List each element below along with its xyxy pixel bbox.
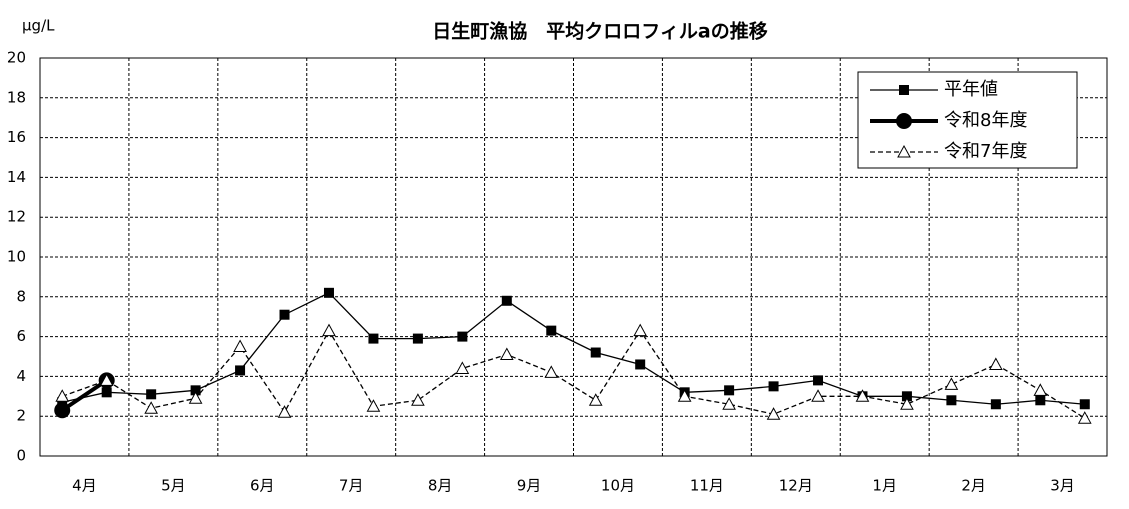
point [811, 389, 825, 402]
point [1077, 411, 1092, 424]
plot-frame [39, 57, 1108, 457]
y-tick-label: 14 [7, 168, 26, 186]
x-tick-label: 12月 [779, 477, 813, 495]
point [900, 397, 914, 410]
y-tick-label: 10 [7, 248, 26, 266]
x-tick-label: 1月 [872, 477, 897, 495]
series-line [61, 378, 108, 412]
point [1079, 399, 1090, 410]
x-tick-label: 7月 [339, 477, 364, 495]
point [766, 407, 781, 420]
point [322, 323, 336, 337]
point [457, 331, 468, 342]
y-tick-label: 4 [16, 367, 26, 385]
point [144, 401, 158, 414]
point [501, 295, 512, 306]
point [635, 359, 646, 370]
point [54, 402, 71, 419]
y-tick-label: 6 [16, 327, 26, 345]
point [188, 391, 203, 404]
point [901, 391, 912, 402]
x-tick-label: 5月 [161, 477, 186, 495]
point [279, 309, 290, 320]
point [190, 385, 201, 396]
point [944, 377, 959, 390]
y-tick-label: 16 [7, 128, 26, 146]
point [99, 373, 114, 386]
y-tick-label: 8 [16, 287, 26, 305]
x-tick-label: 8月 [428, 477, 453, 495]
point [590, 347, 601, 358]
point [990, 399, 1001, 410]
y-tick-label: 2 [16, 407, 26, 425]
point [677, 389, 692, 402]
series-line [62, 292, 1085, 405]
y-tick-label: 12 [7, 208, 26, 226]
point [277, 405, 292, 418]
point [366, 399, 381, 412]
point [813, 375, 824, 386]
point [101, 387, 112, 398]
y-axis-label: μg/L [22, 17, 55, 35]
chart-title: 日生町漁協 平均クロロフィルaの推移 [432, 20, 767, 43]
x-tick-label: 2月 [961, 477, 986, 495]
x-tick-label: 3月 [1050, 477, 1075, 495]
x-tick-label: 4月 [72, 477, 97, 495]
x-tick-label: 11月 [690, 477, 724, 495]
y-tick-label: 18 [7, 88, 26, 106]
point [544, 365, 559, 378]
series-line [62, 329, 1086, 419]
point [368, 333, 379, 344]
point [588, 393, 603, 406]
point [455, 361, 470, 374]
point [146, 389, 157, 400]
point [1033, 383, 1048, 396]
point [633, 323, 648, 337]
point [411, 393, 425, 406]
point [855, 389, 870, 402]
point [323, 287, 334, 298]
point [412, 333, 423, 344]
legend-label: 令和7年度 [944, 141, 1027, 162]
point [724, 385, 735, 396]
x-tick-label: 9月 [517, 477, 542, 495]
point [989, 357, 1003, 370]
point [233, 339, 247, 353]
legend-label: 平年値 [944, 79, 998, 100]
point [1035, 395, 1046, 406]
x-tick-label: 10月 [601, 477, 635, 495]
legend-marker [896, 113, 912, 129]
y-tick-label: 20 [7, 49, 26, 67]
point [546, 325, 557, 336]
point [946, 395, 957, 406]
point [55, 389, 70, 402]
point [722, 397, 736, 410]
legend-label: 令和8年度 [944, 110, 1027, 131]
x-tick-label: 6月 [250, 477, 275, 495]
point [499, 347, 514, 361]
legend-marker [897, 144, 911, 158]
y-tick-label: 0 [16, 447, 26, 465]
point [768, 381, 779, 392]
point [235, 365, 246, 376]
legend-marker [899, 85, 909, 95]
